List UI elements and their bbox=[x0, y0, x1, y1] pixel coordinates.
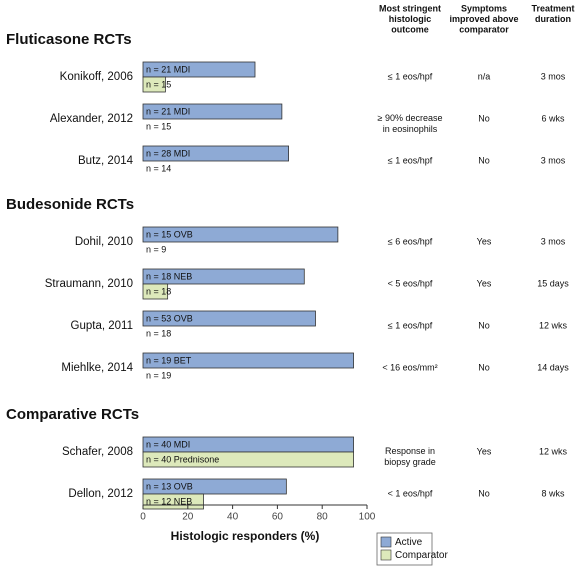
category-label: Straumann, 2010 bbox=[45, 278, 133, 290]
table-cell: ≥ 90% decrease bbox=[378, 113, 443, 123]
bar-label: n = 14 bbox=[146, 163, 171, 173]
x-tick-label: 0 bbox=[140, 512, 146, 523]
x-tick-label: 100 bbox=[359, 512, 376, 523]
bar-label: n = 18 bbox=[146, 286, 171, 296]
column-header: duration bbox=[535, 14, 571, 24]
bar-label: n = 21 MDI bbox=[146, 106, 190, 116]
column-header: histologic bbox=[389, 14, 432, 24]
table-cell: ≤ 6 eos/hpf bbox=[388, 236, 433, 246]
table-cell: 3 mos bbox=[541, 155, 566, 165]
column-header: improved above bbox=[449, 14, 518, 24]
category-label: Dohil, 2010 bbox=[75, 236, 133, 248]
table-cell: 12 wks bbox=[539, 320, 568, 330]
table-cell: No bbox=[478, 113, 490, 123]
bar bbox=[142, 310, 316, 327]
bar-label: n = 21 MDI bbox=[146, 64, 190, 74]
table-cell: 15 days bbox=[537, 278, 569, 288]
column-header: outcome bbox=[391, 24, 429, 34]
category-label: Gupta, 2011 bbox=[71, 320, 133, 332]
bar bbox=[142, 478, 287, 495]
table-cell: 3 mos bbox=[541, 236, 566, 246]
bar bbox=[142, 352, 354, 369]
table-cell: in eosinophils bbox=[383, 124, 438, 134]
x-tick-label: 20 bbox=[182, 512, 194, 523]
bar-label: n = 18 bbox=[146, 328, 171, 338]
table-cell: < 16 eos/mm² bbox=[382, 362, 437, 372]
column-header: comparator bbox=[459, 24, 509, 34]
category-label: Dellon, 2012 bbox=[68, 488, 133, 500]
table-cell: biopsy grade bbox=[384, 457, 436, 467]
bar-label: n = 12 NEB bbox=[146, 496, 192, 506]
bar bbox=[142, 76, 166, 93]
table-cell: No bbox=[478, 155, 490, 165]
category-label: Alexander, 2012 bbox=[50, 113, 133, 125]
table-cell: No bbox=[478, 488, 490, 498]
column-header: Treatment bbox=[531, 3, 574, 13]
bar-label: n = 15 bbox=[146, 79, 171, 89]
bar bbox=[142, 451, 354, 468]
table-cell: 6 wks bbox=[541, 113, 565, 123]
table-cell: ≤ 1 eos/hpf bbox=[388, 71, 433, 81]
bar-label: n = 19 BET bbox=[146, 355, 192, 365]
bar bbox=[142, 226, 339, 243]
bar-label: n = 15 bbox=[146, 121, 171, 131]
x-tick-label: 80 bbox=[317, 512, 329, 523]
bar-label: n = 40 Prednisone bbox=[146, 454, 219, 464]
table-cell: No bbox=[478, 362, 490, 372]
table-cell: Yes bbox=[477, 446, 492, 456]
table-cell: < 1 eos/hpf bbox=[388, 488, 433, 498]
x-tick-label: 60 bbox=[272, 512, 284, 523]
bar-label: n = 15 OVB bbox=[146, 229, 193, 239]
group-title: Fluticasone RCTs bbox=[6, 31, 132, 48]
column-header: Most stringent bbox=[379, 3, 441, 13]
table-cell: Yes bbox=[477, 236, 492, 246]
table-cell: 8 wks bbox=[541, 488, 565, 498]
table-cell: ≤ 1 eos/hpf bbox=[388, 155, 433, 165]
category-label: Konikoff, 2006 bbox=[60, 71, 133, 83]
bar-label: n = 40 MDI bbox=[146, 439, 190, 449]
bar bbox=[142, 268, 305, 285]
group-title: Budesonide RCTs bbox=[6, 196, 134, 213]
bar-label: n = 28 MDI bbox=[146, 148, 190, 158]
table-cell: 3 mos bbox=[541, 71, 566, 81]
bar-label: n = 13 OVB bbox=[146, 481, 193, 491]
bar-label: n = 9 bbox=[146, 244, 166, 254]
table-cell: 14 days bbox=[537, 362, 569, 372]
column-header: Symptoms bbox=[461, 3, 507, 13]
category-label: Butz, 2014 bbox=[78, 155, 134, 167]
bar bbox=[142, 103, 283, 120]
bar-label: n = 18 NEB bbox=[146, 271, 192, 281]
table-cell: No bbox=[478, 320, 490, 330]
x-tick-label: 40 bbox=[227, 512, 239, 523]
table-cell: 12 wks bbox=[539, 446, 568, 456]
x-axis-label: Histologic responders (%) bbox=[171, 529, 320, 543]
category-label: Miehlke, 2014 bbox=[61, 362, 133, 374]
bar-label: n = 53 OVB bbox=[146, 313, 193, 323]
bar bbox=[142, 61, 256, 78]
bar bbox=[142, 145, 290, 162]
table-cell: Yes bbox=[477, 278, 492, 288]
legend-label: Comparator bbox=[395, 550, 448, 561]
legend-swatch bbox=[380, 536, 392, 548]
bar bbox=[142, 283, 169, 300]
table-cell: ≤ 1 eos/hpf bbox=[388, 320, 433, 330]
table-cell: Response in bbox=[385, 446, 435, 456]
legend-label: Active bbox=[395, 537, 423, 548]
group-title: Comparative RCTs bbox=[6, 406, 139, 423]
table-cell: n/a bbox=[478, 71, 491, 81]
category-label: Schafer, 2008 bbox=[62, 446, 133, 458]
bar-label: n = 19 bbox=[146, 370, 171, 380]
table-cell: < 5 eos/hpf bbox=[388, 278, 433, 288]
legend-swatch bbox=[380, 549, 392, 561]
